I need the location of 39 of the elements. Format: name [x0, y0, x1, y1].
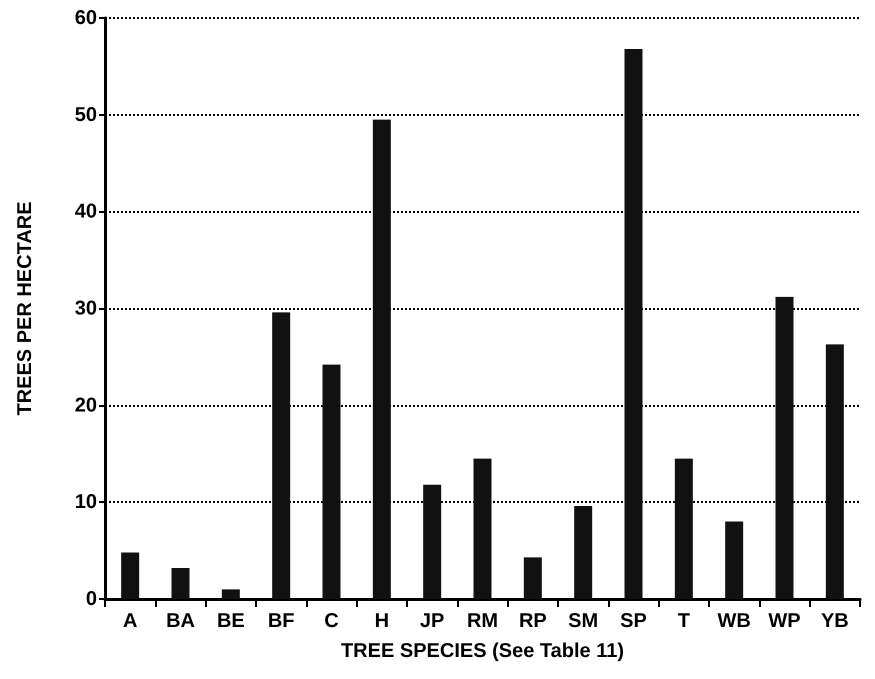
y-tick-label: 60 — [74, 7, 97, 29]
x-tick-label: RM — [466, 610, 498, 632]
bar — [222, 589, 240, 599]
bar — [172, 568, 190, 599]
bar — [574, 506, 592, 599]
y-tick-label: 50 — [74, 104, 97, 126]
x-tick-label: H — [374, 610, 390, 632]
x-tick-label: YB — [820, 610, 849, 632]
bar — [121, 552, 140, 599]
bar — [776, 296, 794, 599]
y-axis-title: TREES PER HECTARE — [14, 201, 36, 416]
x-tick-label: SM — [568, 610, 598, 632]
x-tick-label: SP — [620, 610, 647, 632]
x-tick-label: BF — [268, 610, 295, 632]
bar — [674, 458, 693, 599]
x-axis-title: TREE SPECIES (See Table 11) — [340, 640, 624, 662]
y-tick-label: 40 — [74, 200, 97, 223]
x-tick-label: BA — [166, 610, 195, 632]
bar — [423, 484, 442, 599]
bar — [826, 344, 844, 599]
x-tick-label: BE — [216, 610, 245, 632]
x-tick-label: A — [122, 610, 138, 632]
y-tick-label: 20 — [74, 394, 97, 416]
x-tick-label: RP — [518, 610, 547, 632]
bar — [372, 120, 391, 599]
y-tick-label: 30 — [74, 298, 97, 320]
x-tick-label: C — [324, 610, 339, 632]
bar — [474, 458, 492, 599]
bar — [524, 557, 542, 599]
y-tick-label: 10 — [74, 491, 97, 514]
y-tick-label: 0 — [86, 588, 97, 610]
x-tick-label: WB — [718, 610, 751, 632]
x-tick-label: WP — [768, 610, 801, 632]
x-tick-label: JP — [420, 610, 444, 632]
bar — [272, 312, 290, 599]
bar — [624, 48, 642, 599]
x-tick-label: T — [678, 610, 690, 632]
bar — [322, 364, 340, 599]
bar — [725, 522, 744, 599]
